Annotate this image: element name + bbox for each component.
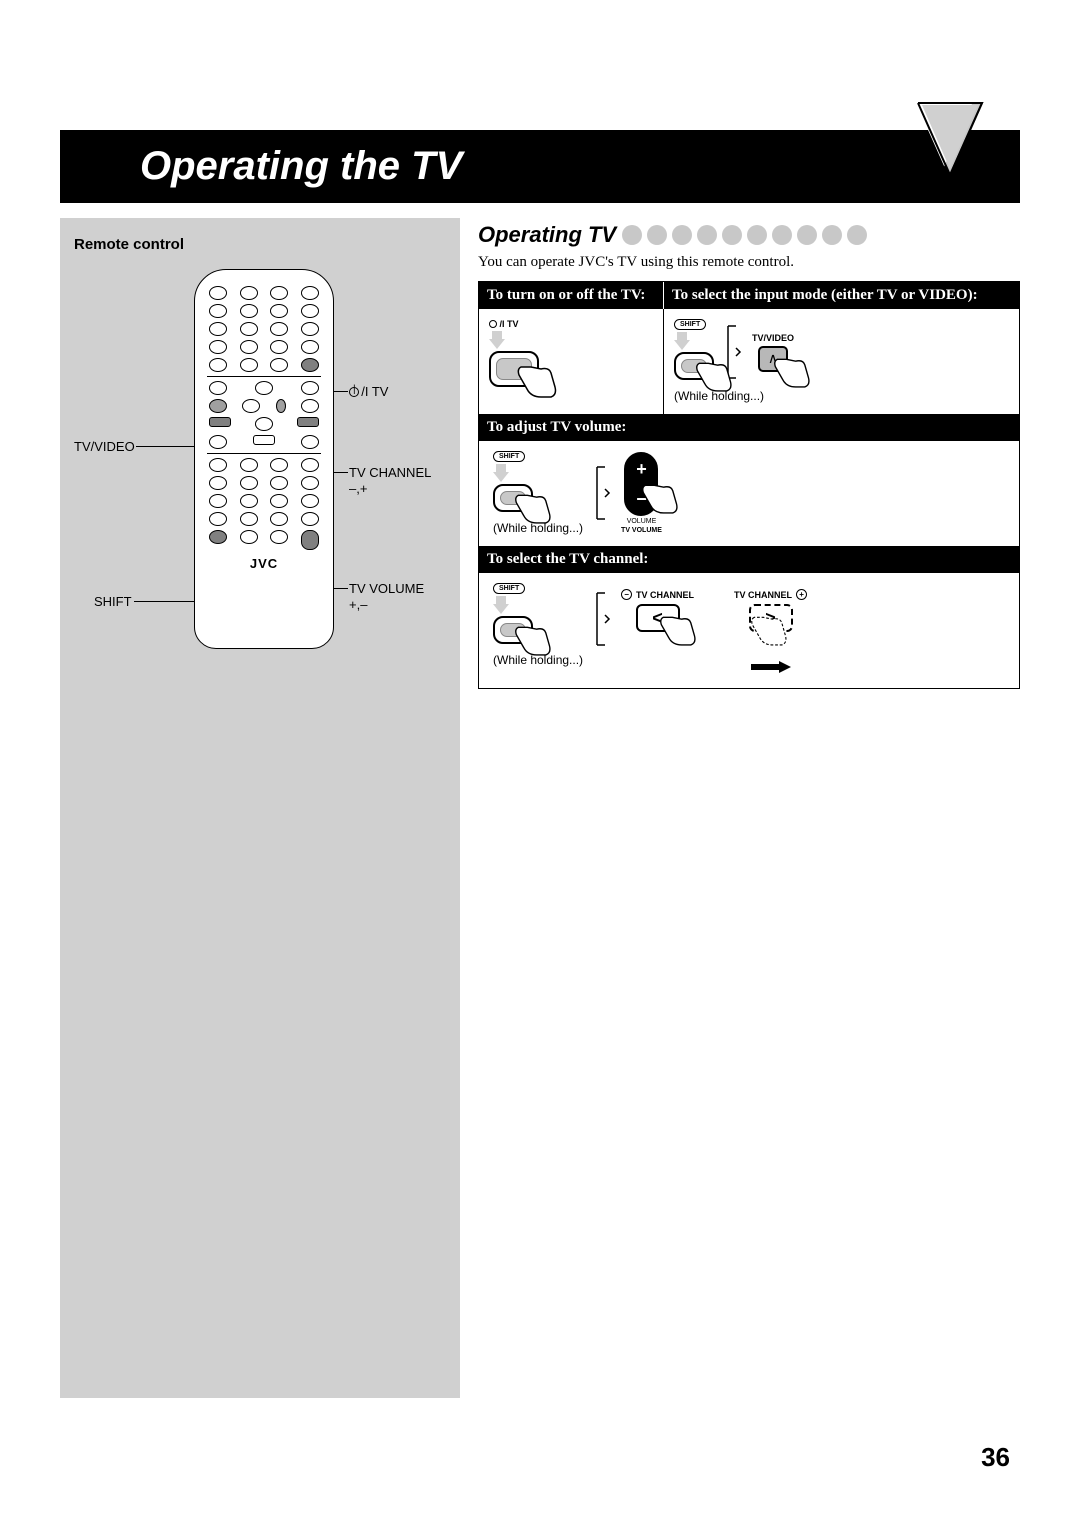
row2-header: To adjust TV volume: (479, 414, 1019, 441)
callout-tv-volume: TV VOLUME (349, 581, 424, 596)
shift-pill: SHIFT (674, 319, 706, 330)
remote-body: JVC (194, 269, 334, 649)
hold-bracket-icon (593, 459, 611, 527)
ch-plus-label: TV CHANNEL (734, 590, 792, 600)
remote-control-panel: Remote control TV/VIDEO SHIFT | /I TV TV… (60, 218, 460, 1398)
power-tv-label: /I TV (489, 319, 519, 329)
finger-icon (654, 610, 700, 656)
hold-bracket-icon (593, 583, 611, 655)
press-arrow-icon (489, 331, 505, 351)
press-arrow-icon (493, 596, 509, 616)
volume-label-bottom: TV VOLUME (621, 527, 662, 534)
finger-icon (636, 478, 682, 524)
down-triangle-icon (910, 95, 990, 185)
row1-body: /I TV (479, 309, 1019, 414)
plus-circle-icon: + (796, 589, 807, 600)
decorative-dots (622, 225, 867, 245)
callout-tv-channel: TV CHANNEL (349, 465, 431, 480)
finger-icon (690, 356, 736, 402)
finger-icon (768, 352, 814, 398)
tvvideo-mini-label: TV/VIDEO (752, 333, 794, 343)
ch-minus-label: TV CHANNEL (636, 590, 694, 600)
row2-body: SHIFT (While holding...) (479, 441, 1019, 546)
callout-tv-video: TV/VIDEO (74, 439, 135, 454)
instructions-panel: Operating TV You can operate JVC's TV us… (478, 218, 1020, 1398)
callout-tv-channel-sub: –,+ (349, 481, 367, 496)
intro-text: You can operate JVC's TV using this remo… (478, 254, 1020, 271)
brand-logo: JVC (203, 556, 325, 571)
page-number: 36 (981, 1442, 1010, 1473)
remote-diagram: TV/VIDEO SHIFT | /I TV TV CHANNEL –,+ TV… (74, 269, 444, 689)
minus-circle-icon: − (621, 589, 632, 600)
callout-power-tv: | /I TV (349, 384, 388, 399)
page-title-bar: Operating the TV (60, 130, 1020, 203)
finger-icon (509, 620, 555, 666)
finger-dashed-icon (745, 610, 791, 656)
operating-tv-subheading: Operating TV (478, 222, 1020, 248)
swipe-arrow-icon (751, 661, 791, 673)
callout-shift: SHIFT (94, 594, 132, 609)
row3-header: To select the TV channel: (479, 546, 1019, 573)
finger-icon (509, 488, 555, 534)
remote-control-heading: Remote control (74, 236, 446, 253)
row1-header: To turn on or off the TV: To select the … (479, 282, 1019, 309)
instruction-table: To turn on or off the TV: To select the … (478, 281, 1020, 689)
press-arrow-icon (493, 464, 509, 484)
shift-pill: SHIFT (493, 583, 525, 594)
finger-icon (511, 359, 561, 409)
callout-tv-volume-sub: +,– (349, 597, 367, 612)
shift-pill: SHIFT (493, 451, 525, 462)
page-title: Operating the TV (140, 144, 462, 189)
row3-body: SHIFT (While holding...) (479, 573, 1019, 688)
press-arrow-icon (674, 332, 690, 352)
